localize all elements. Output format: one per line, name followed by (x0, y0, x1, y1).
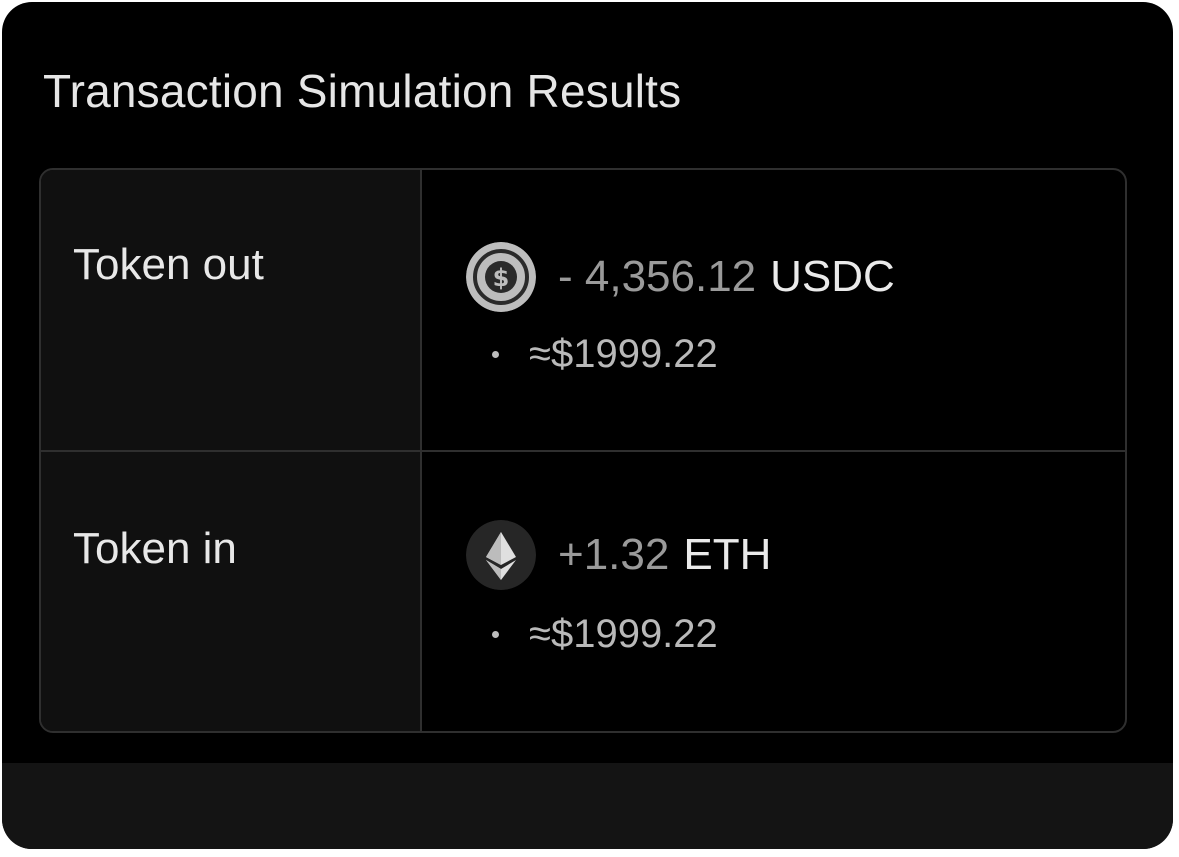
table-row-token-in: Token in +1.32 ETH ≈$1999.22 (41, 452, 1125, 731)
row-label-cell: Token out (41, 170, 422, 450)
token-in-symbol: ETH (683, 530, 772, 579)
token-in-usd-line: ≈$1999.22 (492, 612, 718, 657)
token-in-usd-value: ≈$1999.22 (529, 612, 718, 656)
row-label-cell: Token in (41, 452, 422, 731)
row-value-cell: +1.32 ETH ≈$1999.22 (422, 452, 1125, 731)
token-out-usd-value: ≈$1999.22 (529, 332, 718, 376)
row-value-cell: $ - 4,356.12 USDC ≈$1999.22 (422, 170, 1125, 450)
token-out-usd-line: ≈$1999.22 (492, 332, 718, 377)
bullet-dot (492, 631, 499, 638)
svg-text:$: $ (493, 264, 510, 292)
token-out-label: Token out (73, 240, 264, 289)
token-out-amount-line: $ - 4,356.12 USDC (466, 242, 895, 312)
token-out-symbol: USDC (770, 252, 895, 301)
token-in-amount: +1.32 (558, 530, 670, 579)
footer-band (2, 763, 1173, 849)
token-out-amount: - 4,356.12 (558, 252, 757, 301)
results-table: Token out $ - 4,356.12 USDC (39, 168, 1127, 733)
bullet-dot (492, 351, 499, 358)
token-in-label: Token in (73, 524, 237, 573)
eth-icon (466, 520, 536, 590)
usdc-icon: $ (466, 242, 536, 312)
token-in-amount-line: +1.32 ETH (466, 520, 771, 590)
table-row-token-out: Token out $ - 4,356.12 USDC (41, 170, 1125, 452)
page-title: Transaction Simulation Results (43, 65, 682, 117)
